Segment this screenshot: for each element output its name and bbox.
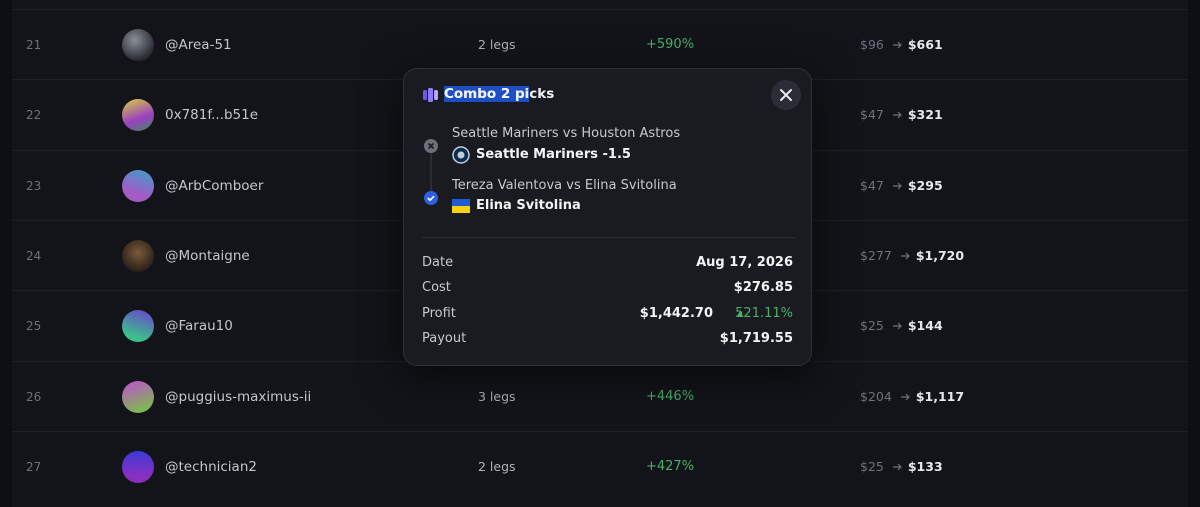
legs-count: 3 legs (478, 388, 516, 404)
close-button[interactable] (771, 80, 801, 110)
rank: 22 (26, 108, 42, 123)
payout: $133 (907, 458, 943, 474)
avatar (122, 310, 154, 343)
detail-value: $1,719.55 (719, 331, 793, 346)
cost: $96 (860, 37, 884, 52)
payout: $1,117 (915, 388, 965, 404)
divider (422, 237, 795, 238)
detail-value: Aug 17, 2026 (696, 255, 793, 270)
rank: 25 (26, 319, 42, 334)
avatar (122, 450, 154, 483)
payout: $661 (907, 37, 943, 52)
return-pct: +590% (646, 37, 695, 52)
leg-timeline (424, 139, 438, 205)
return-pct: +427% (646, 458, 695, 474)
cost: $47 (860, 107, 884, 123)
detail-value: $276.85 (733, 280, 793, 295)
up-icon (736, 311, 744, 317)
cost: $204 (860, 388, 892, 404)
avatar (122, 239, 154, 272)
arrow (892, 41, 902, 49)
payout: $144 (907, 318, 943, 334)
legs-count: 2 legs (478, 458, 516, 474)
username: @ArbComboer (165, 177, 264, 194)
leaderboard-row[interactable]: 21 @Area-51 2 legs +590% $96 $661 (12, 9, 1188, 79)
cost: $25 (860, 458, 884, 474)
leaderboard-row[interactable]: 24 @Montaigne $277 $1,720 (12, 219, 1188, 290)
username: @Area-51 (165, 37, 232, 53)
detail-label: Cost (422, 280, 451, 295)
username: @Farau10 (165, 318, 233, 335)
payout: $295 (907, 177, 943, 193)
detail-value: $1,442.70 (639, 306, 713, 321)
leg-pick: Elina Svitolina (476, 198, 581, 213)
rank: 24 (26, 248, 42, 263)
avatar (122, 29, 154, 61)
cost: $277 (860, 247, 892, 263)
username: @technician2 (165, 458, 257, 475)
rank: 23 (26, 178, 42, 193)
arrow (892, 322, 902, 330)
leg-match: Tereza Valentova vs Elina Svitolina (452, 178, 677, 193)
flag (452, 199, 470, 213)
modal-title: Combo 2 picks (444, 86, 555, 102)
username: 0x781f...b51e (165, 107, 259, 124)
payout: $1,720 (915, 247, 965, 263)
username: @Montaigne (165, 247, 250, 264)
rank: 27 (26, 459, 42, 474)
cost: $47 (860, 177, 884, 193)
username: @puggius-maximus-ii (165, 388, 312, 405)
avatar (122, 380, 154, 413)
arrow (892, 463, 902, 471)
team-logo (452, 146, 470, 164)
payout: $321 (907, 107, 943, 123)
combo-modal: Combo 2 pi Combo 2 picks Seattle Mariners… (403, 68, 812, 366)
legs-count: 2 legs (478, 37, 516, 52)
combo-icon (423, 88, 438, 102)
rank: 26 (26, 389, 42, 404)
leaderboard-row[interactable]: 27 @technician2 2 legs +427% $25 $133 (12, 430, 1188, 501)
avatar (122, 99, 154, 132)
return-pct: +446% (646, 388, 695, 404)
leaderboard-row[interactable]: 22 0x781f...b51e $47 $321 (12, 79, 1188, 149)
detail-label: Date (422, 255, 454, 270)
arrow (900, 393, 910, 400)
arrow (900, 252, 910, 260)
rank: 21 (26, 38, 42, 52)
leaderboard-row[interactable]: 26 @puggius-maximus-ii 3 legs +446% $204 $1,1… (12, 360, 1188, 431)
avatar (122, 169, 154, 202)
arrow (892, 182, 902, 190)
detail-label: Profit (422, 306, 456, 321)
profit-pct: 521.11% (735, 306, 793, 321)
arrow (892, 111, 902, 119)
cost: $25 (860, 318, 884, 334)
detail-label: Payout (422, 331, 467, 346)
leg-pick: Seattle Mariners -1.5 (476, 147, 631, 162)
leg-match: Seattle Mariners vs Houston Astros (452, 126, 681, 141)
